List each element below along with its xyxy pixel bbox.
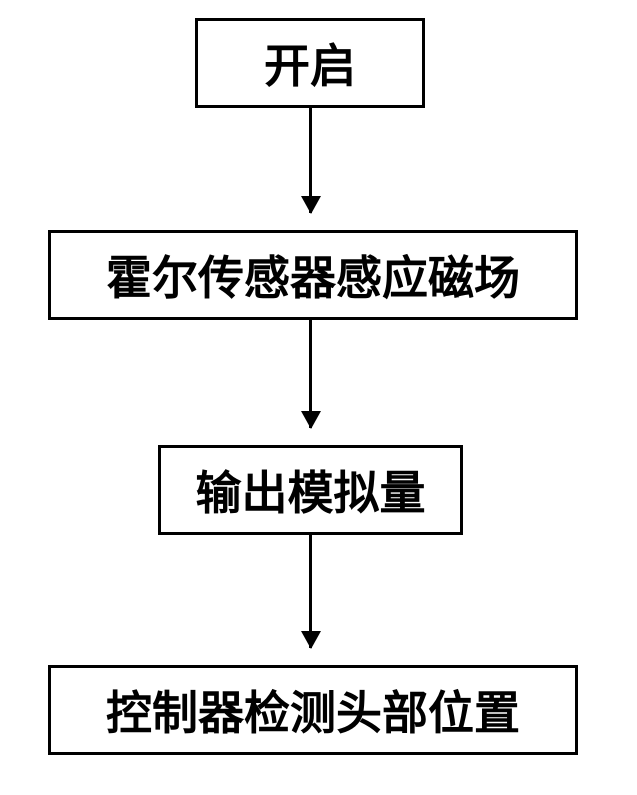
node-label-controller: 控制器检测头部位置 bbox=[106, 677, 520, 743]
arrow-2 bbox=[309, 320, 312, 428]
node-label-output: 输出模拟量 bbox=[196, 457, 426, 523]
flowchart-node-controller: 控制器检测头部位置 bbox=[48, 665, 578, 755]
flowchart-node-start: 开启 bbox=[195, 18, 425, 108]
arrow-3 bbox=[309, 535, 312, 648]
node-label-start: 开启 bbox=[264, 30, 356, 96]
flowchart-node-output: 输出模拟量 bbox=[158, 445, 463, 535]
flowchart-node-sensor: 霍尔传感器感应磁场 bbox=[48, 230, 578, 320]
arrow-1 bbox=[309, 108, 312, 213]
node-label-sensor: 霍尔传感器感应磁场 bbox=[106, 242, 520, 308]
